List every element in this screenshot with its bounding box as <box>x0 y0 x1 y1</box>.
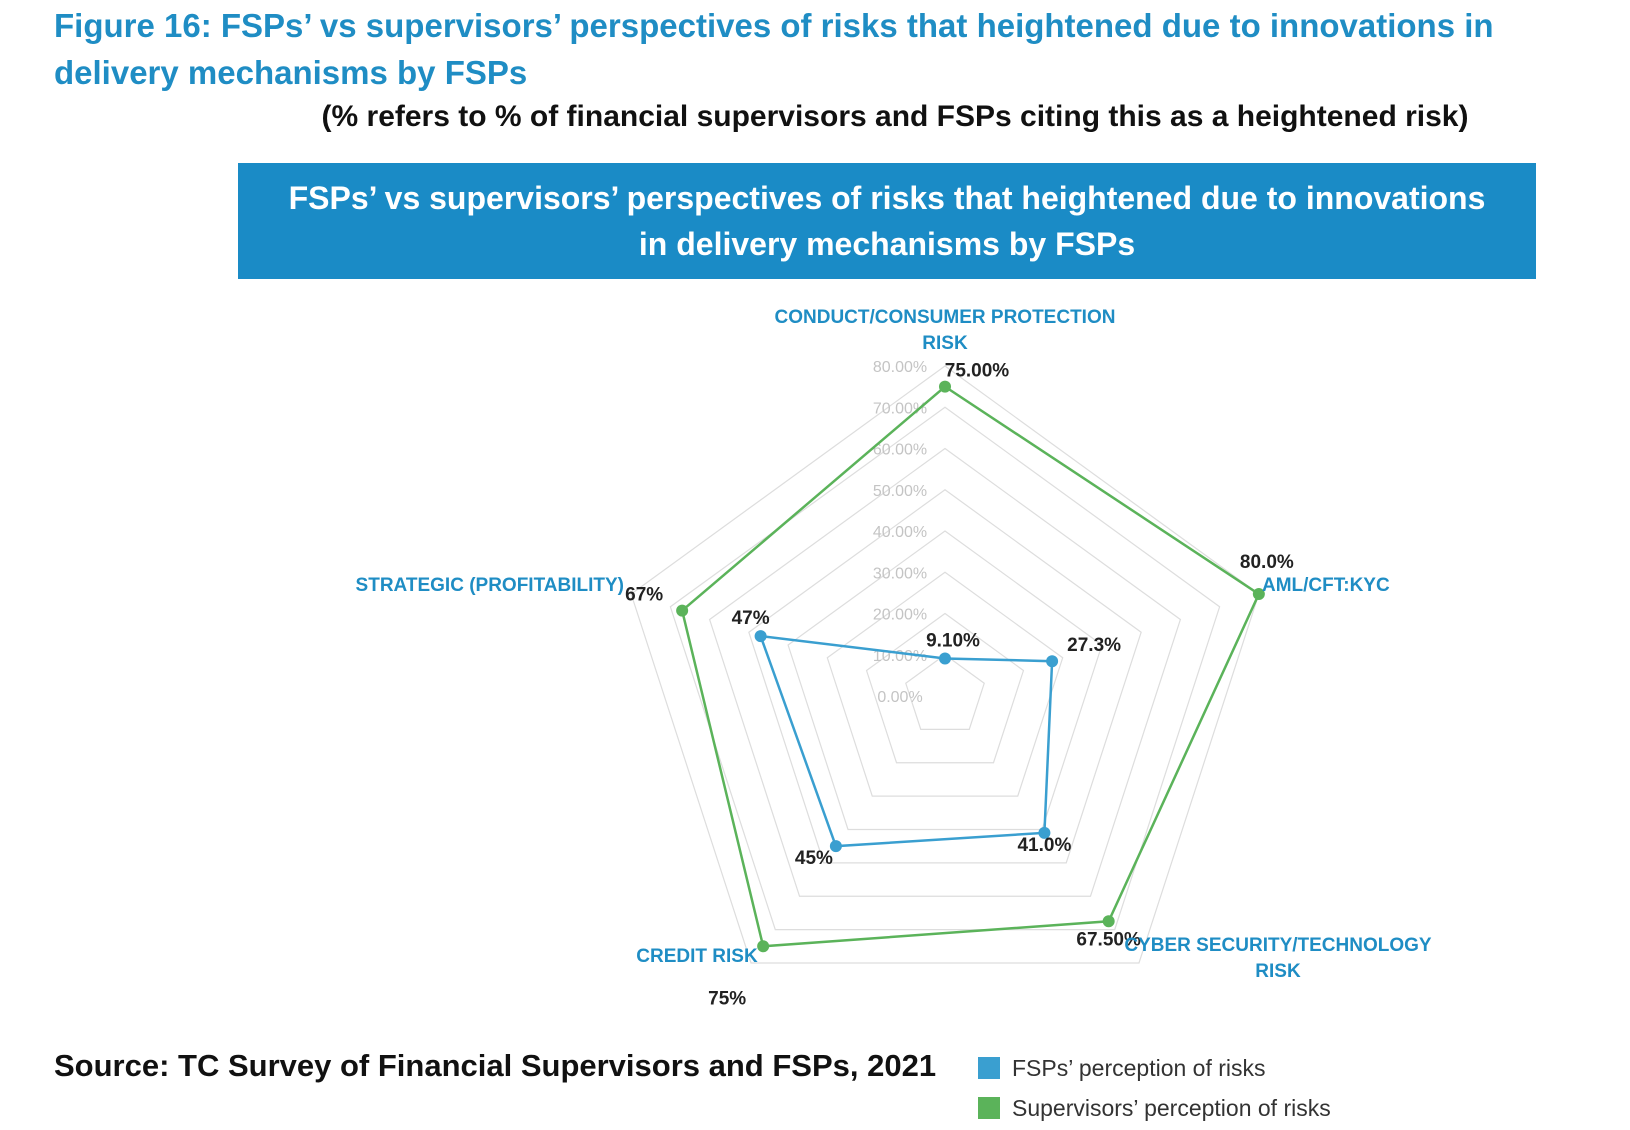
tick-label: 50.00% <box>873 483 927 500</box>
data-point <box>939 380 951 393</box>
value-label: 67.50% <box>1076 929 1141 950</box>
grid-ring <box>787 530 1103 831</box>
tick-label: 30.00% <box>873 565 927 582</box>
radar-labels: 9.10% 27.3% 41.0% 45% 47% 75.00% 80.0% 67.50% 75… <box>356 307 1432 1009</box>
legend-label-supervisor: Supervisors’ perception of risks <box>1012 1094 1331 1121</box>
data-point <box>1046 655 1059 668</box>
chart-legend: FSPs’ perception of risks Supervisors’ p… <box>978 1048 1331 1128</box>
value-label: 75% <box>708 988 746 1009</box>
tick-label: 40.00% <box>873 524 927 541</box>
data-point <box>1102 915 1115 928</box>
value-label: 45% <box>795 848 833 869</box>
grid-ring <box>748 489 1142 864</box>
data-point <box>676 604 689 617</box>
grid-ring <box>630 365 1260 964</box>
chart-banner-title: FSPs’ vs supervisors’ perspectives of ri… <box>238 163 1536 279</box>
value-label: 67% <box>625 585 663 606</box>
legend-swatch-supervisor <box>978 1097 1000 1119</box>
radar-tick-labels: 0.00%10.00%20.00%30.00%40.00%50.00%60.00… <box>873 359 927 706</box>
legend-label-fsp: FSPs’ perception of risks <box>1012 1054 1266 1081</box>
value-label: 41.0% <box>1017 835 1071 856</box>
value-label: 75.00% <box>945 361 1010 382</box>
data-point <box>1252 588 1265 601</box>
value-label: 27.3% <box>1067 635 1121 656</box>
grid-ring <box>708 447 1182 897</box>
series-line-1 <box>680 385 1261 948</box>
value-label: 9.10% <box>926 630 980 651</box>
source-note: Source: TC Survey of Financial Superviso… <box>54 1048 937 1083</box>
tick-label: 80.00% <box>873 359 927 376</box>
axis-label: STRATEGIC (PROFITABILITY) <box>356 575 624 596</box>
data-point <box>754 630 767 643</box>
data-point <box>939 652 951 665</box>
grid-ring <box>905 654 985 730</box>
data-point <box>1038 826 1051 839</box>
tick-label: 20.00% <box>873 607 927 624</box>
value-label: 80.0% <box>1240 552 1294 573</box>
axis-label: CREDIT RISK <box>636 946 758 967</box>
radar-series <box>676 380 1265 953</box>
figure-subtitle: (% refers to % of financial supervisors … <box>321 100 1469 133</box>
series-line-0 <box>758 634 1054 848</box>
legend-item-supervisor: Supervisors’ perception of risks <box>978 1088 1331 1128</box>
axis-label: AML/CFT:KYC <box>1262 575 1390 596</box>
value-label: 47% <box>732 608 770 629</box>
grid-ring <box>826 571 1064 797</box>
axis-label: CYBER SECURITY/TECHNOLOGY RISK <box>1124 935 1432 982</box>
grid-ring <box>669 406 1221 931</box>
radar-grid <box>630 365 1260 964</box>
tick-label: 60.00% <box>873 442 927 459</box>
legend-swatch-fsp <box>978 1057 1000 1079</box>
legend-item-fsp: FSPs’ perception of risks <box>978 1048 1331 1088</box>
figure-title: Figure 16: FSPs’ vs supervisors’ perspec… <box>54 7 1494 91</box>
axis-label: CONDUCT/CONSUMER PROTECTION RISK <box>775 307 1116 354</box>
data-point <box>829 840 842 853</box>
tick-label: 0.00% <box>877 689 922 706</box>
data-point <box>757 940 770 953</box>
